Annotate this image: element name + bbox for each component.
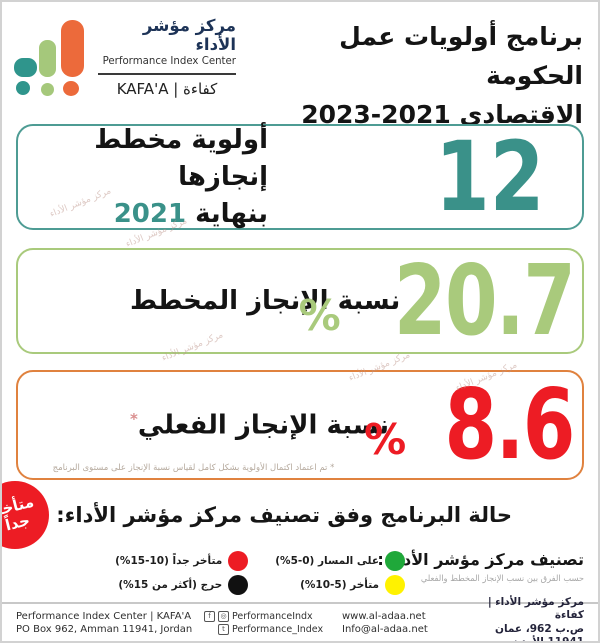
planned-progress-value: % 20.7 bbox=[298, 243, 576, 357]
actual-progress-value: % 8.6 bbox=[364, 367, 576, 481]
legend-item-very-delayed: متأخر جداً (10‏-‏15‏%) bbox=[115, 551, 249, 571]
planned-progress-label: نسبة الإنجاز المخطط bbox=[130, 286, 401, 316]
facebook-icon[interactable]: f bbox=[204, 610, 215, 622]
footer-pobox-ar: ص.ب 962، عمان 11941 الأردن bbox=[494, 622, 584, 643]
actual-progress-label: نسبة الإنجاز الفعلي* bbox=[130, 409, 390, 441]
percent-sign: % bbox=[364, 415, 407, 465]
planned-priorities-value: 12 bbox=[435, 121, 545, 233]
org-name-english: Performance Index Center bbox=[102, 56, 236, 67]
legend-item-delayed: متأخر (5‏-‏10‏%) bbox=[275, 575, 405, 595]
planned-priorities-card: أولوية مخطط إنجازها بنهاية 2021 12 bbox=[16, 124, 584, 230]
legend-heading-block: تصنيف مركز مؤشر الأداء : حسب الفرق بين ن… bbox=[377, 550, 584, 583]
planned-progress-number: 20.7 bbox=[393, 243, 576, 357]
green-dot-icon bbox=[385, 551, 405, 571]
email-link[interactable]: Info@al-adaa.net bbox=[342, 623, 428, 635]
yellow-dot-icon bbox=[385, 575, 405, 595]
header: مركز مؤشر الأداء Performance Index Cente… bbox=[2, 2, 598, 129]
status-badge-text: متأخر جداً bbox=[0, 492, 36, 535]
program-status-heading: حالة البرنامج وفق تصنيف مركز مؤشر الأداء… bbox=[56, 503, 512, 527]
planned-priorities-label-line2: بنهاية bbox=[195, 198, 268, 229]
methodology-footnote: * تم اعتماد اكتمال الأولوية بشكل كامل لق… bbox=[52, 463, 335, 473]
classification-legend: تصنيف مركز مؤشر الأداء : حسب الفرق بين ن… bbox=[16, 550, 584, 606]
instagram-icon[interactable]: ◎ bbox=[218, 610, 229, 622]
footnote-asterisk: * bbox=[130, 409, 138, 428]
logo-dot-green bbox=[41, 83, 54, 96]
title-line-1: برنامج أولويات عمل الحكومة bbox=[339, 22, 583, 90]
legend-column-left: متأخر جداً (10‏-‏15‏%) حرج (أكثر من 15‏%… bbox=[115, 551, 249, 595]
planned-priorities-label-line1: أولوية مخطط إنجازها bbox=[94, 124, 268, 192]
logo-divider bbox=[98, 73, 236, 75]
brand-name: KAFA'A | كفاءة bbox=[116, 80, 218, 98]
footer-social: f ◎ PerformanceIndx t Performance_Index bbox=[204, 610, 342, 636]
logo-bar-teal bbox=[14, 58, 37, 77]
target-year: 2021 bbox=[113, 198, 187, 229]
black-dot-icon bbox=[228, 575, 249, 595]
logo-bar-orange bbox=[61, 20, 84, 77]
actual-progress-card: نسبة الإنجاز الفعلي* % 8.6 * تم اعتماد ا… bbox=[16, 370, 584, 480]
program-status-row: حالة البرنامج وفق تصنيف مركز مؤشر الأداء… bbox=[2, 480, 584, 550]
org-logo: مركز مؤشر الأداء Performance Index Cente… bbox=[14, 14, 236, 114]
footer: Performance Index Center | KAFA'A PO Box… bbox=[2, 596, 598, 641]
planned-priorities-label: أولوية مخطط إنجازها بنهاية 2021 bbox=[18, 122, 268, 233]
legend-item-on-track: على المسار (0‏-‏5‏%) bbox=[275, 551, 405, 571]
planned-progress-card: نسبة الإنجاز المخطط % 20.7 bbox=[16, 248, 584, 354]
website-link[interactable]: www.al-adaa.net bbox=[342, 610, 426, 622]
percent-sign: % bbox=[298, 291, 341, 341]
logo-dot-orange bbox=[63, 81, 79, 96]
org-name-arabic: مركز مؤشر الأداء bbox=[142, 16, 236, 54]
social-handle-2[interactable]: Performance_Index bbox=[232, 623, 324, 635]
legend-subheading: حسب الفرق بين نسب الإنجاز المخطط والفعلي bbox=[420, 573, 584, 583]
status-badge: متأخر جداً bbox=[0, 481, 50, 549]
page-title: برنامج أولويات عمل الحكومة الاقتصادي 202… bbox=[236, 14, 583, 129]
footer-pobox-en: PO Box 962, Amman 11941, Jordan bbox=[16, 623, 193, 635]
legend-item-critical: حرج (أكثر من 15‏%) bbox=[115, 575, 249, 595]
logo-bar-green bbox=[39, 40, 56, 77]
legend-column-right: على المسار (0‏-‏5‏%) متأخر (5‏-‏10‏%) bbox=[275, 551, 405, 595]
social-handle-1[interactable]: PerformanceIndx bbox=[232, 610, 313, 622]
footer-contact: www.al-adaa.net Info@al-adaa.net bbox=[342, 610, 460, 636]
bar-chart-logo-icon bbox=[14, 17, 88, 101]
footer-address-en: Performance Index Center | KAFA'A PO Box… bbox=[16, 610, 204, 636]
red-dot-icon bbox=[228, 551, 249, 571]
footer-org-ar: مركز مؤشر الأداء | كفاءة bbox=[487, 595, 584, 622]
twitter-icon[interactable]: t bbox=[218, 623, 229, 635]
footer-address-ar: مركز مؤشر الأداء | كفاءة ص.ب 962، عمان 1… bbox=[460, 595, 584, 643]
legend-heading: تصنيف مركز مؤشر الأداء : bbox=[377, 550, 584, 569]
footer-org-en: Performance Index Center | KAFA'A bbox=[16, 610, 192, 622]
logo-dot-teal bbox=[16, 81, 30, 95]
logo-text-block: مركز مؤشر الأداء Performance Index Cente… bbox=[98, 14, 236, 114]
actual-progress-number: 8.6 bbox=[444, 367, 576, 481]
